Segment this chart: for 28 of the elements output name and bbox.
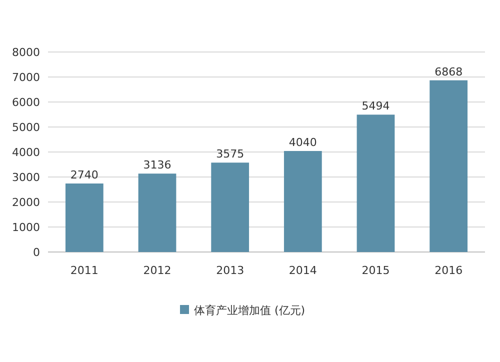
x-tick-label: 2011 — [70, 264, 98, 277]
y-tick-label: 5000 — [12, 121, 40, 134]
legend-label: 体育产业增加值 (亿元) — [194, 304, 306, 317]
data-label: 3136 — [143, 158, 172, 172]
x-tick-label: 2012 — [143, 264, 172, 277]
y-tick-label: 1000 — [12, 221, 40, 234]
bar — [138, 174, 176, 252]
data-label: 2740 — [70, 168, 98, 182]
bar — [65, 184, 104, 252]
y-tick-label: 6000 — [12, 96, 40, 109]
y-tick-label: 0 — [33, 246, 40, 259]
data-label: 6868 — [434, 65, 463, 78]
bar — [284, 151, 322, 252]
x-tick-label: 2014 — [288, 264, 317, 277]
x-tick-label: 2013 — [216, 264, 244, 277]
y-tick-label: 4000 — [12, 146, 40, 159]
y-tick-label: 7000 — [12, 71, 40, 84]
x-tick-label: 2016 — [434, 264, 463, 277]
bar — [211, 162, 250, 252]
bar — [430, 80, 468, 252]
y-tick-label: 8000 — [12, 46, 40, 59]
y-tick-label: 3000 — [12, 171, 40, 184]
data-label: 5494 — [362, 100, 390, 113]
x-tick-label: 2015 — [362, 264, 390, 277]
data-label: 3575 — [216, 148, 244, 161]
y-tick-label: 2000 — [12, 196, 40, 209]
bar — [356, 114, 395, 252]
data-label: 4040 — [288, 136, 317, 149]
